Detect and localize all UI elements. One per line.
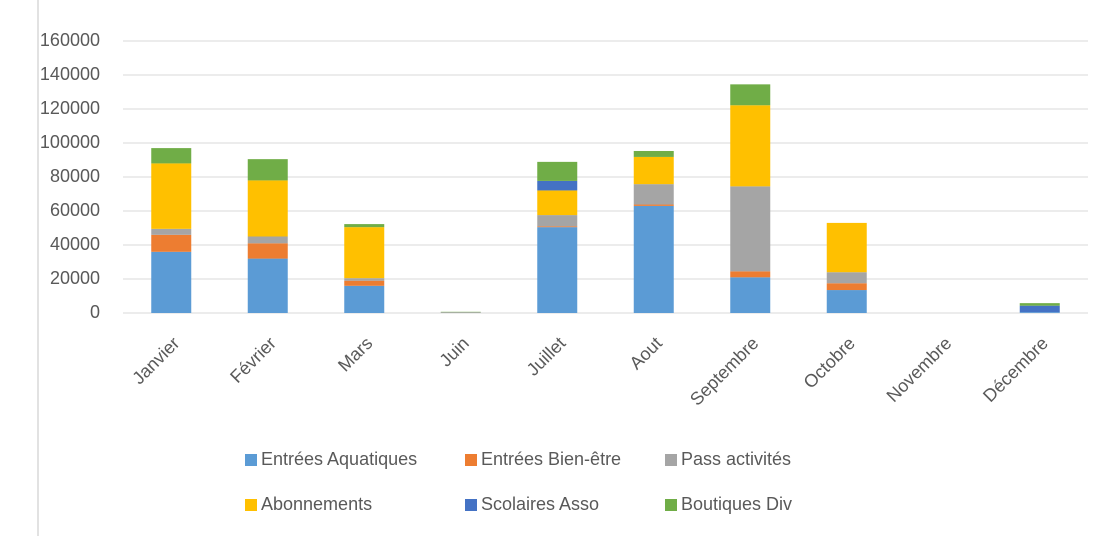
bar-segment <box>537 190 578 216</box>
bar-segment <box>537 180 578 191</box>
x-tick-label: Aout <box>626 333 666 373</box>
bar-segment <box>537 226 578 228</box>
y-tick-label: 40000 <box>50 234 100 254</box>
bar-segment <box>440 312 481 313</box>
legend-label: Pass activités <box>681 449 791 469</box>
y-tick-label: 100000 <box>40 132 100 152</box>
bar-segment <box>730 84 771 106</box>
legend-swatch <box>245 454 257 466</box>
x-tick-label: Novembre <box>883 333 956 406</box>
bar-segment <box>247 243 288 259</box>
bar-segment <box>730 271 771 278</box>
bar-segment <box>633 150 674 157</box>
y-tick-label: 160000 <box>40 30 100 50</box>
legend-label: Entrées Bien-être <box>481 449 621 469</box>
legend-label: Abonnements <box>261 494 372 514</box>
bar-segment <box>826 290 867 313</box>
x-tick-label: Juillet <box>523 333 570 380</box>
bar-segment <box>247 258 288 313</box>
bar-segment <box>247 236 288 244</box>
bar-segment <box>344 278 385 281</box>
bar-segment <box>344 227 385 279</box>
bar-segment <box>344 285 385 313</box>
y-tick-label: 60000 <box>50 200 100 220</box>
bar-segment <box>730 105 771 187</box>
bar-segment <box>1019 303 1060 306</box>
bar-segment <box>730 186 771 272</box>
legend-label: Boutiques Div <box>681 494 792 514</box>
bar-segment <box>826 222 867 273</box>
x-tick-label: Décembre <box>979 333 1052 406</box>
bar-segment <box>151 163 192 229</box>
x-tick-label: Octobre <box>800 333 859 392</box>
bar-segment <box>730 277 771 313</box>
bar-segment <box>247 159 288 181</box>
bar-segment <box>151 228 192 235</box>
bar-segment <box>633 204 674 206</box>
bar-segment <box>1019 312 1060 313</box>
legend-swatch <box>465 499 477 511</box>
bar-segment <box>537 227 578 313</box>
bar-segment <box>344 224 385 228</box>
bar-segment <box>1019 305 1060 313</box>
y-tick-label: 80000 <box>50 166 100 186</box>
legend-swatch <box>245 499 257 511</box>
bar-segment <box>826 272 867 284</box>
x-tick-label: Septembre <box>686 333 762 409</box>
bar-segment <box>344 280 385 286</box>
bar-segment <box>151 148 192 164</box>
bar-segment <box>633 156 674 185</box>
bar-segment <box>633 184 674 205</box>
legend-swatch <box>665 499 677 511</box>
x-tick-label: Juin <box>435 333 472 370</box>
legend-swatch <box>665 454 677 466</box>
x-tick-label: Février <box>226 333 280 387</box>
bar-segment <box>633 205 674 313</box>
y-tick-label: 120000 <box>40 98 100 118</box>
bar-segment <box>537 161 578 181</box>
bar-segment <box>537 215 578 227</box>
legend-swatch <box>465 454 477 466</box>
x-tick-label: Janvier <box>128 333 183 388</box>
y-tick-label: 0 <box>90 302 100 322</box>
bar-segment <box>151 251 192 313</box>
legend-label: Scolaires Asso <box>481 494 599 514</box>
y-tick-label: 140000 <box>40 64 100 84</box>
bar-segment <box>826 283 867 291</box>
bar-segment <box>247 180 288 237</box>
legend-label: Entrées Aquatiques <box>261 449 417 469</box>
x-tick-label: Mars <box>334 333 376 375</box>
bar-segment <box>151 234 192 252</box>
y-tick-label: 20000 <box>50 268 100 288</box>
